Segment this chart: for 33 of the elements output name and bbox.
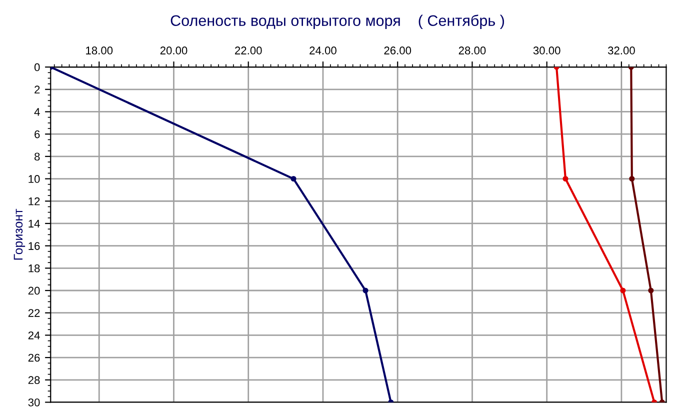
x-tick-label: 18.00 [86, 46, 113, 54]
point [629, 176, 635, 182]
y-tick-label: 6 [34, 130, 40, 138]
x-tick-label: 24.00 [310, 46, 336, 54]
chart-title: Соленость воды открытого моря ( Сентябрь ) [170, 14, 504, 30]
y-tick-label: 16 [28, 242, 40, 250]
point [648, 288, 654, 294]
y-tick-label: 10 [28, 175, 40, 183]
y-tick-label: 30 [28, 398, 40, 406]
x-tick-label: 26.00 [384, 46, 412, 54]
y-tick-label: 24 [28, 331, 40, 340]
y-tick-label: 28 [28, 376, 40, 384]
y-tick-label: 2 [34, 86, 40, 94]
y-tick-label: 4 [34, 108, 40, 116]
point [620, 288, 626, 294]
x-tick-label: 28.00 [458, 46, 486, 54]
y-tick-label: 26 [28, 354, 40, 362]
y-tick-label: 18 [28, 264, 40, 272]
y-tick-label: 20 [28, 286, 40, 295]
line-series [554, 67, 658, 402]
point [290, 176, 296, 182]
x-tick-label: 22.00 [235, 46, 262, 54]
point [362, 288, 368, 294]
y-tick-label: 22 [28, 309, 40, 317]
y-tick-label: 12 [28, 197, 40, 206]
y-tick-label: 14 [28, 220, 40, 228]
x-tick-label: 32.00 [608, 46, 635, 54]
point [562, 176, 568, 182]
y-tick-label: 0 [34, 63, 40, 72]
x-tick-label: 30.00 [533, 46, 560, 54]
x-tick-label: 20.00 [160, 46, 188, 54]
y-tick-label: 8 [34, 152, 40, 161]
y-axis-title: Горизонт [14, 208, 26, 260]
